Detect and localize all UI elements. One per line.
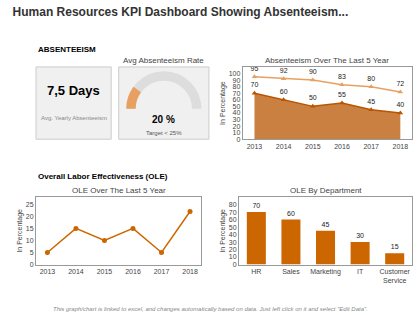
svg-text:50: 50 — [309, 94, 317, 101]
svg-text:2015: 2015 — [97, 268, 113, 275]
svg-text:40: 40 — [396, 101, 404, 108]
svg-text:100: 100 — [229, 70, 241, 77]
svg-text:2015: 2015 — [305, 143, 321, 150]
svg-text:2013: 2013 — [247, 143, 263, 150]
svg-text:20: 20 — [26, 213, 34, 220]
svg-text:2014: 2014 — [68, 268, 84, 275]
svg-text:IT: IT — [357, 268, 364, 275]
svg-text:0: 0 — [236, 136, 240, 143]
svg-text:60: 60 — [280, 88, 288, 95]
svg-text:2017: 2017 — [363, 143, 379, 150]
svg-text:Marketing: Marketing — [310, 268, 341, 276]
svg-text:This graph/chart is linked to: This graph/chart is linked to excel, and… — [53, 306, 368, 312]
svg-text:72: 72 — [396, 80, 404, 87]
svg-text:80: 80 — [233, 83, 241, 90]
svg-text:Target < 25%: Target < 25% — [146, 130, 182, 136]
svg-text:20: 20 — [233, 123, 241, 130]
svg-text:83: 83 — [338, 73, 346, 80]
svg-text:70: 70 — [252, 202, 260, 209]
svg-text:Human Resources KPI Dashboard: Human Resources KPI Dashboard Showing Ab… — [13, 5, 349, 19]
svg-text:80: 80 — [367, 75, 375, 82]
svg-text:2013: 2013 — [40, 268, 56, 275]
svg-text:30: 30 — [233, 116, 241, 123]
svg-text:20 %: 20 % — [152, 114, 175, 125]
svg-text:70: 70 — [229, 209, 237, 216]
svg-text:95: 95 — [251, 67, 259, 72]
svg-text:60: 60 — [287, 210, 295, 217]
svg-text:55: 55 — [338, 91, 346, 98]
svg-text:OLE By Department: OLE By Department — [290, 186, 362, 195]
svg-text:40: 40 — [229, 231, 237, 238]
svg-text:Avg. Yearly Absenteeism: Avg. Yearly Absenteeism — [41, 115, 107, 121]
svg-text:25: 25 — [26, 201, 34, 208]
svg-text:5: 5 — [30, 249, 34, 256]
svg-text:10: 10 — [26, 237, 34, 244]
svg-text:30: 30 — [356, 232, 364, 239]
svg-text:0: 0 — [233, 261, 237, 268]
svg-text:20: 20 — [229, 246, 237, 253]
svg-text:15: 15 — [26, 225, 34, 232]
svg-text:60: 60 — [233, 96, 241, 103]
svg-text:In Percentage: In Percentage — [219, 209, 227, 253]
svg-text:2017: 2017 — [154, 268, 170, 275]
svg-text:90: 90 — [233, 77, 241, 84]
svg-text:90: 90 — [309, 68, 317, 75]
svg-text:2018: 2018 — [393, 143, 409, 150]
svg-text:45: 45 — [322, 221, 330, 228]
svg-text:40: 40 — [233, 109, 241, 116]
svg-text:80: 80 — [229, 201, 237, 208]
svg-text:70: 70 — [251, 81, 259, 88]
svg-text:2016: 2016 — [334, 143, 350, 150]
svg-text:7,5 Days: 7,5 Days — [47, 83, 100, 98]
svg-text:0: 0 — [30, 261, 34, 268]
svg-text:Absenteeism Over The Last 5 Ye: Absenteeism Over The Last 5 Year — [265, 56, 389, 65]
svg-text:50: 50 — [233, 103, 241, 110]
svg-text:Sales: Sales — [282, 268, 300, 275]
svg-text:2014: 2014 — [276, 143, 292, 150]
svg-text:15: 15 — [391, 243, 399, 250]
svg-text:In Percentage: In Percentage — [16, 209, 24, 253]
svg-text:ABSENTEEISM: ABSENTEEISM — [38, 45, 96, 54]
svg-text:30: 30 — [229, 239, 237, 246]
svg-text:Overall Labor Effectiveness (O: Overall Labor Effectiveness (OLE) — [38, 172, 168, 181]
svg-text:92: 92 — [280, 67, 288, 74]
svg-text:Avg Absenteeism Rate: Avg Absenteeism Rate — [123, 56, 204, 65]
svg-text:10: 10 — [229, 253, 237, 260]
svg-text:2018: 2018 — [182, 268, 198, 275]
svg-text:50: 50 — [229, 224, 237, 231]
svg-text:10: 10 — [233, 129, 241, 136]
svg-text:45: 45 — [367, 98, 375, 105]
svg-text:60: 60 — [229, 216, 237, 223]
svg-text:In Percentage: In Percentage — [219, 81, 227, 125]
svg-text:CustomerService: CustomerService — [380, 268, 411, 284]
svg-text:2016: 2016 — [125, 268, 141, 275]
svg-text:OLE Over The Last 5 Year: OLE Over The Last 5 Year — [72, 186, 166, 195]
svg-text:70: 70 — [233, 90, 241, 97]
svg-text:HR: HR — [251, 268, 261, 275]
